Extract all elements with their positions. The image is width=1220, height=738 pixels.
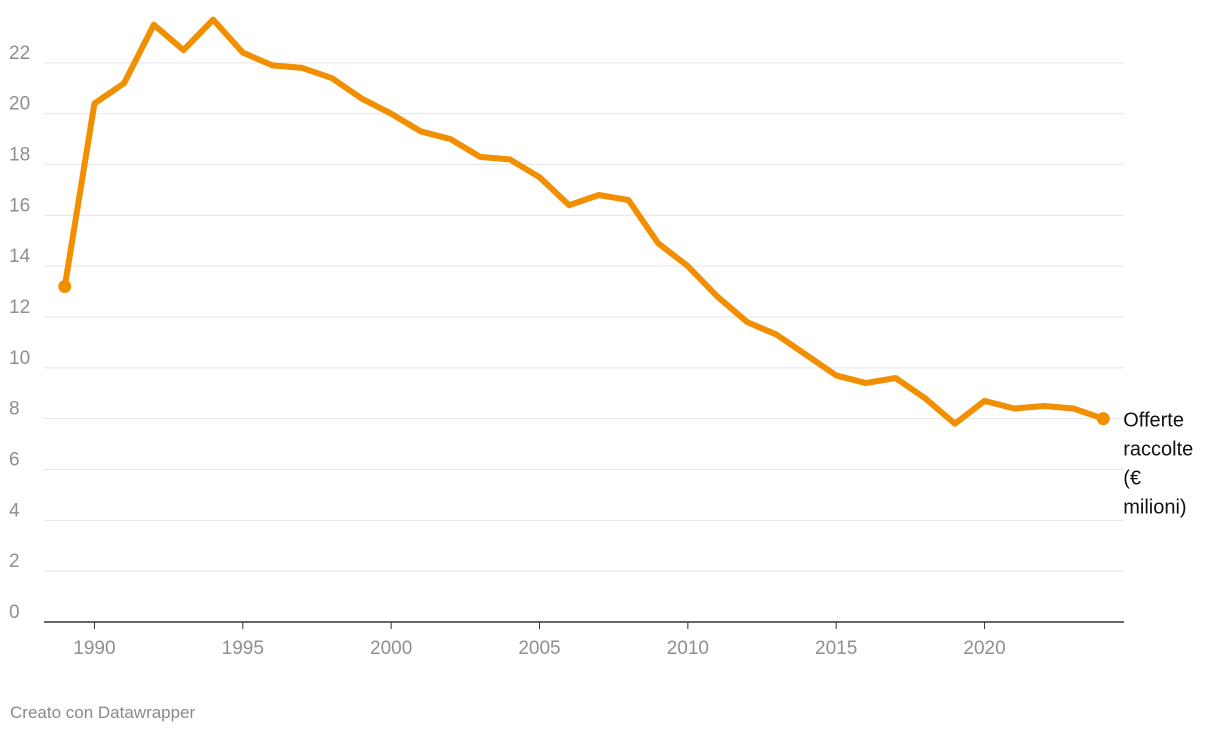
y-tick-label-0: 0: [9, 602, 20, 623]
gridlines: [44, 62, 1124, 623]
x-tick-label-2005: 2005: [518, 638, 560, 659]
y-tick-label-16: 16: [9, 195, 30, 216]
y-tick-label-2: 2: [9, 551, 20, 572]
y-tick-label-4: 4: [9, 500, 20, 521]
series-group: [58, 16, 1110, 427]
y-tick-label-20: 20: [9, 94, 30, 115]
y-tick-label-6: 6: [9, 450, 20, 471]
y-tick-label-10: 10: [9, 348, 30, 369]
series-label-line-1: raccolte: [1123, 439, 1193, 461]
y-tick-label-12: 12: [9, 297, 30, 318]
series-start-point: [58, 280, 72, 293]
x-tick-label-2020: 2020: [963, 638, 1005, 659]
x-tick-label-2000: 2000: [370, 638, 412, 659]
x-tick-label-1990: 1990: [73, 638, 115, 659]
x-axis-tick-labels: 1990 1995 2000 2005 2010 2015 2020: [73, 622, 1006, 659]
x-tick-label-2010: 2010: [667, 638, 709, 659]
series-labels: Offerte raccolte (€ milioni): [1123, 410, 1193, 519]
y-tick-label-18: 18: [9, 145, 30, 166]
x-tick-label-2015: 2015: [815, 638, 857, 659]
y-tick-label-14: 14: [9, 246, 31, 267]
y-axis-tick-labels: 0 2 4 6 8 10 12 14 16 18 20 22: [9, 43, 31, 623]
x-tick-label-1995: 1995: [222, 638, 264, 659]
series-line-0: [61, 16, 1107, 427]
footer-credit: Creato con Datawrapper: [10, 703, 196, 722]
line-chart: 0 2 4 6 8 10 12 14 16 18 20 22 1990 1995 2000 2005 2010…: [9, 16, 1193, 659]
y-tick-label-22: 22: [9, 43, 30, 64]
series-label-line-0: Offerte: [1123, 410, 1184, 432]
y-tick-label-8: 8: [9, 399, 20, 420]
series-label-line-2: (€: [1123, 468, 1141, 490]
series-end-point: [1096, 412, 1110, 426]
series-label-line-3: milioni): [1123, 497, 1186, 519]
